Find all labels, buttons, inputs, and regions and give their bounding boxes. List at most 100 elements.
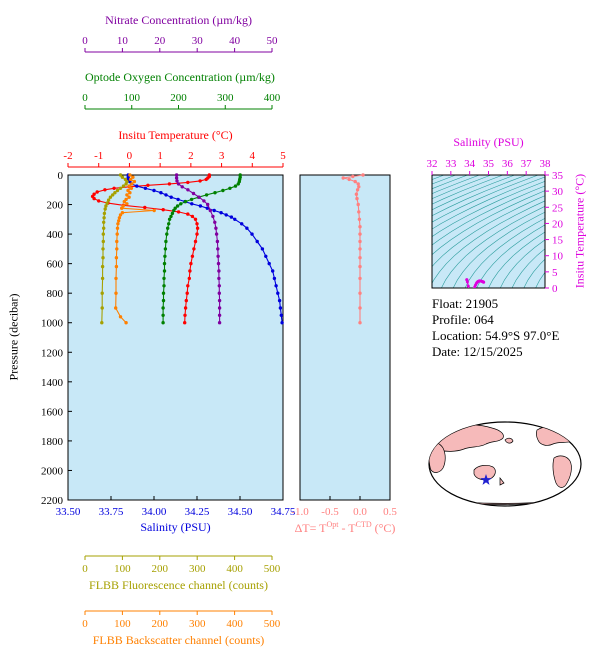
salinity-axis: 33.50 33.75 34.00 34.25 34.50 34.75	[56, 496, 296, 518]
tick-label: 500	[264, 563, 281, 575]
tick-label: 0	[82, 92, 88, 104]
backscatter-profile-series	[114, 173, 156, 325]
tick-label: 5	[280, 150, 286, 162]
tick-label: -1	[94, 150, 103, 162]
tick-label: -1.0	[291, 506, 309, 518]
tick-label: 32	[427, 158, 438, 170]
tick-label: 34.00	[142, 506, 167, 518]
tick-label: 10	[552, 251, 564, 263]
nitrate-axis: 0 10 20 30 40 50	[82, 35, 279, 53]
tick-label: 1600	[41, 406, 64, 418]
tick-label: 200	[152, 618, 169, 630]
tick-label: 1000	[41, 318, 64, 330]
tick-label: 10	[117, 35, 129, 47]
tick-label: 34	[464, 158, 476, 170]
tick-label: 0	[552, 283, 558, 295]
world-map	[428, 421, 582, 507]
tick-label: 400	[264, 92, 281, 104]
oxygen-axis-title: Optode Oxygen Concentration (µm/kg)	[85, 70, 275, 84]
tick-label: 34.25	[185, 506, 210, 518]
salinity-axis-title: Salinity (PSU)	[140, 520, 211, 534]
info-profile: Profile: 064	[432, 312, 494, 327]
tick-label: 0	[82, 563, 88, 575]
delta-t-axis: -1.0 -0.5 0.0 0.5	[291, 496, 397, 518]
tick-label: 40	[229, 35, 241, 47]
info-float: Float: 21905	[432, 296, 499, 311]
pressure-axis: 0 200 400 600 800 1000 1200 1400 1600 1800 2000 220…	[41, 170, 72, 507]
fluorescence-axis: 0 100 200 300 400 500	[82, 555, 281, 575]
tick-label: 200	[170, 92, 187, 104]
tick-label: 20	[154, 35, 166, 47]
ts-temperature-axis-title: Insitu Temperature (°C)	[572, 173, 587, 289]
temperature-axis: -2 -1 0 1 2 3 4 5	[63, 150, 286, 168]
info-date: Date: 12/15/2025	[432, 344, 523, 359]
ts-salinity-axis: 32 33 34 35 36 37 38	[427, 158, 551, 175]
tick-label: 800	[47, 288, 64, 300]
tick-label: 1200	[41, 347, 64, 359]
delta-t-label-mid: - T	[338, 521, 356, 535]
tick-label: 36	[502, 158, 514, 170]
tick-label: 2200	[41, 495, 64, 507]
tick-label: 0	[58, 170, 64, 182]
tick-label: 25	[552, 202, 564, 214]
ts-plot-area	[432, 175, 545, 288]
tick-label: 100	[124, 92, 141, 104]
ts-temperature-axis: 0 5 10 15 20 25 30 35	[545, 170, 564, 295]
backscatter-axis: 0 100 200 300 400 500	[82, 610, 281, 630]
delta-t-label-sup2: CTD	[355, 520, 372, 529]
tick-label: 0.0	[353, 506, 367, 518]
tick-label: 3	[219, 150, 225, 162]
float-location-star	[480, 474, 492, 485]
temperature-profile-series	[90, 173, 211, 325]
tick-label: 34.75	[271, 506, 296, 518]
tick-label: 200	[47, 200, 64, 212]
tick-label: 0	[127, 150, 133, 162]
tick-label: 400	[226, 563, 243, 575]
ts-diagram-series	[465, 278, 486, 288]
delta-t-profile-series	[341, 173, 365, 325]
main-plot-area	[68, 175, 283, 500]
tick-label: 500	[264, 618, 281, 630]
tick-label: 300	[189, 563, 206, 575]
delta-t-label-sup1: Opt	[326, 520, 339, 529]
tick-label: 33.50	[56, 506, 81, 518]
tick-label: 1	[157, 150, 163, 162]
tick-label: 33	[445, 158, 457, 170]
delta-t-frame	[299, 174, 391, 501]
tick-label: 4	[250, 150, 256, 162]
tick-label: 0	[82, 618, 88, 630]
salinity-profile-series	[126, 173, 284, 325]
tick-label: 200	[152, 563, 169, 575]
tick-label: 1800	[41, 436, 64, 448]
tick-label: 100	[114, 563, 131, 575]
fluorescence-axis-title: FLBB Fluorescence channel (counts)	[89, 578, 268, 592]
delta-t-plot-area	[300, 175, 390, 500]
tick-label: 600	[47, 259, 64, 271]
tick-label: 2	[188, 150, 194, 162]
tick-label: 1400	[41, 377, 64, 389]
tick-label: 15	[552, 235, 564, 247]
nitrate-axis-title: Nitrate Concentration (µm/kg)	[105, 13, 252, 27]
info-location: Location: 54.9°S 97.0°E	[432, 328, 560, 343]
tick-label: 400	[226, 618, 243, 630]
tick-label: 30	[192, 35, 204, 47]
temperature-axis-title: Insitu Temperature (°C)	[118, 128, 233, 142]
fluorescence-profile-series	[100, 173, 129, 325]
delta-t-label-post: (°C)	[371, 521, 396, 535]
tick-label: -2	[63, 150, 72, 162]
pressure-axis-title: Pressure (decibar)	[6, 293, 21, 381]
tick-label: 0	[82, 35, 88, 47]
tick-label: 300	[217, 92, 234, 104]
tick-label: 0.5	[383, 506, 397, 518]
ts-salinity-axis-title: Salinity (PSU)	[453, 135, 524, 149]
tick-label: 37	[521, 158, 533, 170]
delta-t-label-pre: ΔT= T	[294, 521, 327, 535]
tick-label: 35	[552, 170, 564, 182]
tick-label: 20	[552, 218, 564, 230]
density-contours	[432, 175, 545, 288]
tick-label: 30	[552, 186, 564, 198]
tick-label: 5	[552, 267, 558, 279]
tick-label: 50	[267, 35, 279, 47]
